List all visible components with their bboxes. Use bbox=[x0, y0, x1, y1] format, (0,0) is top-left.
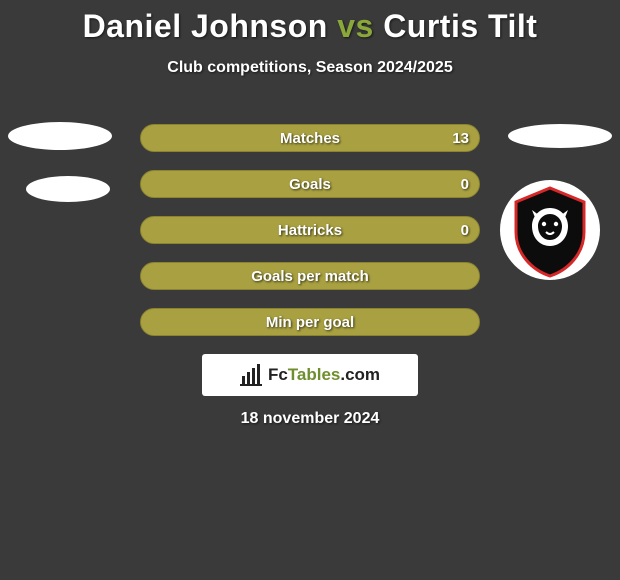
stat-bar-label: Matches bbox=[141, 125, 479, 151]
footer-brand-prefix: Fc bbox=[268, 365, 288, 384]
footer-logo: FcTables.com bbox=[202, 354, 418, 396]
title-player2: Curtis Tilt bbox=[383, 8, 537, 44]
stat-bar-value: 0 bbox=[461, 171, 469, 197]
right-team-badge bbox=[500, 180, 600, 280]
footer-brand-suffix: .com bbox=[340, 365, 380, 384]
footer-date: 18 november 2024 bbox=[0, 410, 620, 428]
footer-brand-main: Tables bbox=[288, 365, 341, 384]
stat-bar: Goals0 bbox=[140, 170, 480, 198]
stat-bar: Hattricks0 bbox=[140, 216, 480, 244]
stat-bar: Goals per match bbox=[140, 262, 480, 290]
team-badge-placeholder-icon bbox=[26, 176, 110, 202]
stat-bar-label: Goals bbox=[141, 171, 479, 197]
team-badge-placeholder-icon bbox=[8, 122, 112, 150]
left-team-badges bbox=[8, 122, 112, 228]
stat-bar-label: Hattricks bbox=[141, 217, 479, 243]
title-player1: Daniel Johnson bbox=[83, 8, 328, 44]
stat-bar: Min per goal bbox=[140, 308, 480, 336]
stat-bar-label: Min per goal bbox=[141, 309, 479, 335]
title-vs: vs bbox=[337, 8, 374, 44]
team-badge-placeholder-icon bbox=[508, 124, 612, 148]
stats-bars: Matches13Goals0Hattricks0Goals per match… bbox=[140, 124, 480, 354]
bar-chart-icon bbox=[240, 364, 262, 386]
stat-bar-value: 0 bbox=[461, 217, 469, 243]
page-title: Daniel Johnson vs Curtis Tilt bbox=[0, 0, 620, 45]
club-crest-icon bbox=[500, 180, 600, 280]
stat-bar-label: Goals per match bbox=[141, 263, 479, 289]
stat-bar: Matches13 bbox=[140, 124, 480, 152]
subtitle: Club competitions, Season 2024/2025 bbox=[0, 59, 620, 77]
stat-bar-value: 13 bbox=[452, 125, 469, 151]
footer-brand-text: FcTables.com bbox=[268, 365, 380, 385]
